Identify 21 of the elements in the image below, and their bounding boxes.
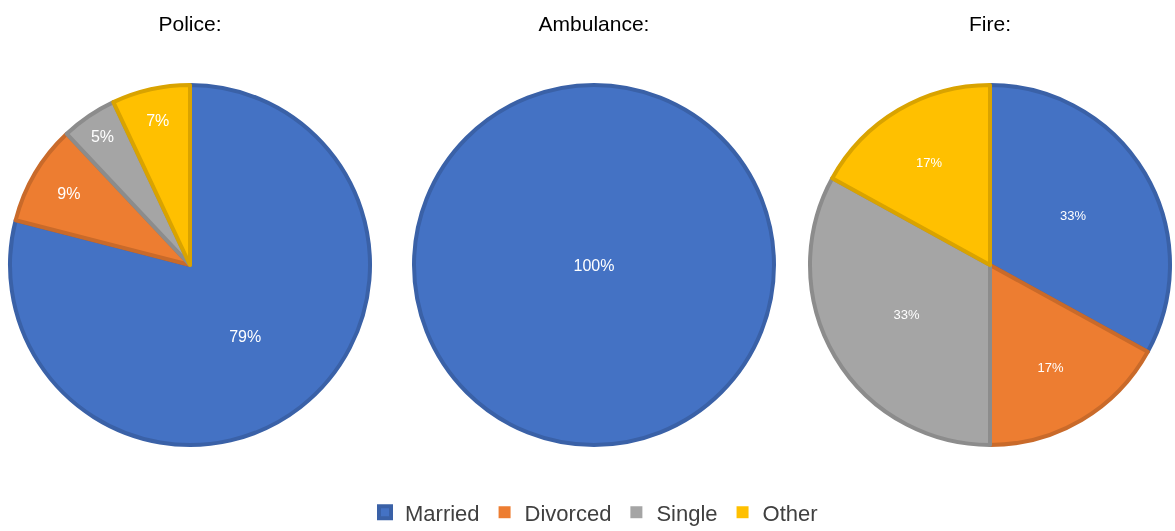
legend-label: Other: [762, 500, 818, 526]
data-label: 5%: [90, 127, 115, 145]
chart-title: Police:: [158, 12, 222, 36]
data-label: 100%: [573, 256, 615, 274]
pie-slice: [13, 131, 192, 267]
legend-label: Divorced: [524, 500, 612, 526]
pie-slice: [830, 83, 992, 267]
data-label: 17%: [1037, 360, 1064, 376]
chart-title: Ambulance:: [538, 12, 650, 36]
data-label: 9%: [57, 184, 81, 202]
pie-slice: [988, 263, 1150, 447]
chart-title: Fire:: [969, 12, 1011, 36]
data-label: 7%: [146, 112, 170, 130]
data-label: 33%: [893, 306, 920, 322]
pie-slice: [8, 83, 372, 447]
data-label: 17%: [916, 154, 943, 170]
data-label: 33%: [1060, 208, 1087, 224]
data-label: 79%: [229, 327, 262, 345]
legend-label: Married: [405, 500, 480, 526]
pie-slice: [808, 176, 992, 447]
legend-label: Single: [656, 500, 718, 526]
